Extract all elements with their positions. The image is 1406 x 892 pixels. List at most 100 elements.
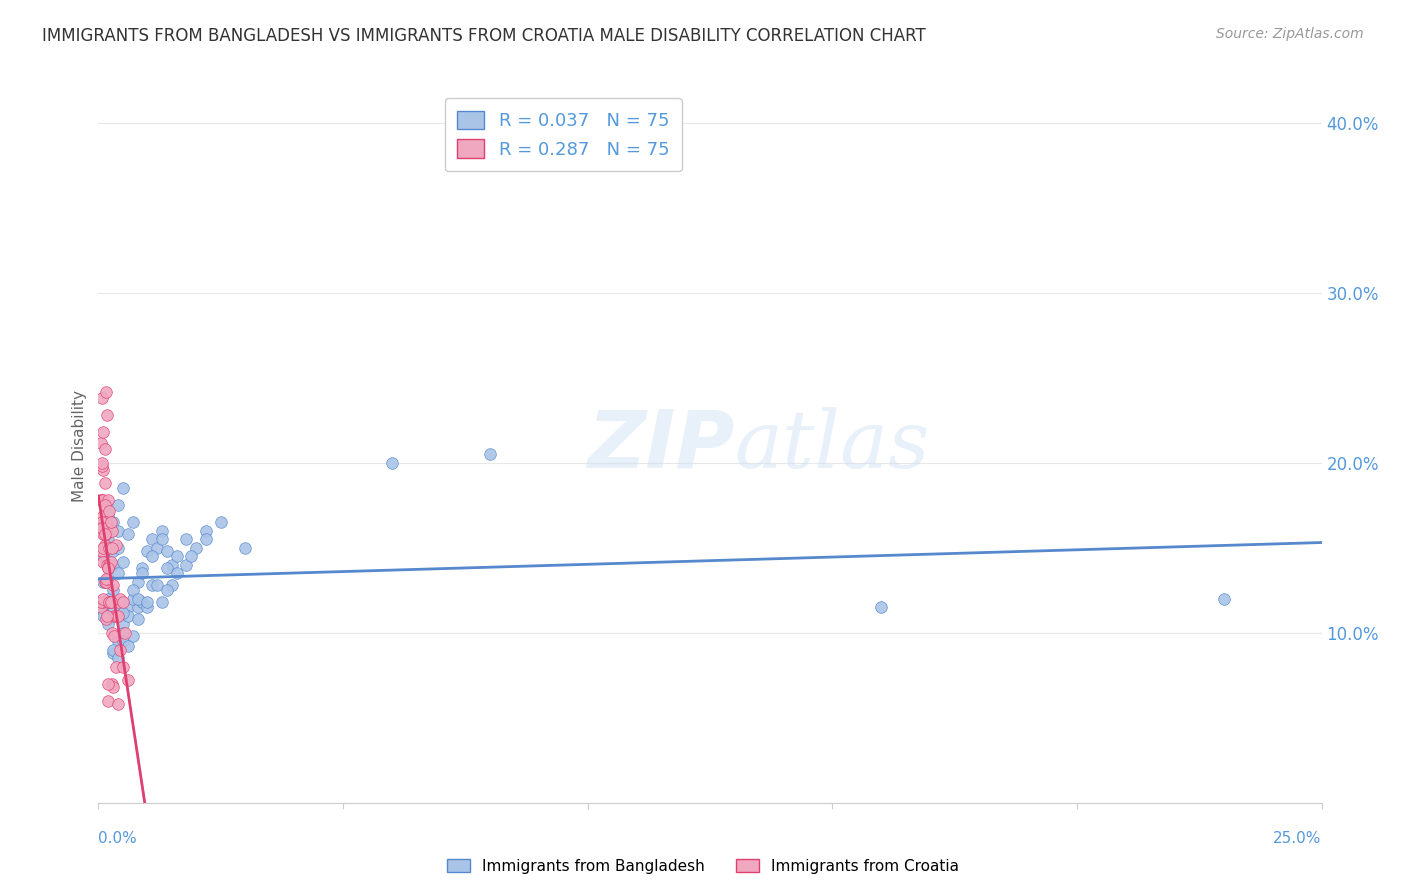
Point: [101, 578, 124, 592]
Point: [91, 606, 114, 620]
Point: [136, 595, 159, 609]
Point: [97, 533, 120, 547]
Point: [91, 510, 114, 524]
Point: [1212, 591, 1234, 606]
Point: [91, 541, 114, 555]
Point: [101, 583, 124, 598]
Point: [100, 595, 122, 609]
Point: [111, 606, 134, 620]
Point: [91, 595, 114, 609]
Point: [107, 608, 129, 623]
Point: [101, 544, 124, 558]
Point: [160, 578, 183, 592]
Point: [91, 493, 114, 508]
Point: [111, 482, 134, 496]
Point: [96, 520, 118, 534]
Point: [110, 643, 132, 657]
Point: [195, 533, 218, 547]
Point: [107, 651, 129, 665]
Point: [107, 566, 129, 581]
Point: [107, 634, 129, 648]
Point: [111, 626, 134, 640]
Point: [160, 558, 183, 572]
Text: IMMIGRANTS FROM BANGLADESH VS IMMIGRANTS FROM CROATIA MALE DISABILITY CORRELATIO: IMMIGRANTS FROM BANGLADESH VS IMMIGRANTS…: [42, 27, 927, 45]
Point: [101, 524, 124, 538]
Point: [209, 516, 232, 530]
Point: [111, 660, 134, 674]
Point: [117, 608, 139, 623]
Point: [97, 591, 120, 606]
Point: [166, 549, 188, 564]
Point: [870, 600, 893, 615]
Point: [117, 527, 139, 541]
Point: [94, 527, 117, 541]
Point: [90, 595, 112, 609]
Point: [156, 544, 179, 558]
Point: [101, 677, 124, 691]
Point: [96, 409, 118, 423]
Point: [98, 558, 121, 572]
Point: [111, 555, 134, 569]
Point: [94, 572, 117, 586]
Point: [101, 646, 124, 660]
Point: [150, 595, 173, 609]
Point: [90, 435, 112, 450]
Point: [146, 578, 169, 592]
Point: [107, 541, 129, 555]
Point: [103, 629, 125, 643]
Point: [97, 677, 120, 691]
Point: [94, 612, 117, 626]
Point: [101, 516, 124, 530]
Point: [90, 520, 112, 534]
Point: [94, 499, 117, 513]
Point: [101, 600, 124, 615]
Point: [97, 612, 120, 626]
Point: [176, 558, 198, 572]
Point: [94, 574, 117, 589]
Point: [176, 533, 198, 547]
Point: [150, 524, 173, 538]
Point: [90, 516, 112, 530]
Point: [101, 626, 124, 640]
Point: [97, 595, 120, 609]
Point: [96, 608, 118, 623]
Point: [141, 578, 163, 592]
Point: [381, 456, 404, 470]
Point: [107, 698, 129, 712]
Point: [90, 493, 112, 508]
Point: [156, 583, 179, 598]
Point: [90, 493, 112, 508]
Point: [94, 516, 117, 530]
Point: [90, 544, 112, 558]
Point: [107, 524, 129, 538]
Point: [100, 516, 122, 530]
Point: [141, 549, 163, 564]
Point: [111, 634, 134, 648]
Point: [97, 617, 120, 632]
Text: Source: ZipAtlas.com: Source: ZipAtlas.com: [1216, 27, 1364, 41]
Legend: Immigrants from Bangladesh, Immigrants from Croatia: Immigrants from Bangladesh, Immigrants f…: [441, 853, 965, 880]
Legend: R = 0.037   N = 75, R = 0.287   N = 75: R = 0.037 N = 75, R = 0.287 N = 75: [444, 98, 682, 171]
Point: [94, 384, 117, 399]
Point: [195, 524, 218, 538]
Point: [97, 561, 120, 575]
Text: atlas: atlas: [734, 408, 929, 484]
Point: [156, 561, 179, 575]
Point: [146, 541, 169, 555]
Point: [91, 425, 114, 440]
Point: [186, 541, 208, 555]
Point: [131, 561, 153, 575]
Point: [94, 516, 117, 530]
Point: [98, 595, 121, 609]
Point: [97, 493, 120, 508]
Point: [150, 533, 173, 547]
Point: [91, 600, 114, 615]
Point: [100, 595, 122, 609]
Point: [101, 643, 124, 657]
Point: [131, 595, 153, 609]
Point: [90, 544, 112, 558]
Point: [121, 629, 143, 643]
Point: [93, 527, 115, 541]
Point: [100, 555, 122, 569]
Point: [166, 566, 188, 581]
